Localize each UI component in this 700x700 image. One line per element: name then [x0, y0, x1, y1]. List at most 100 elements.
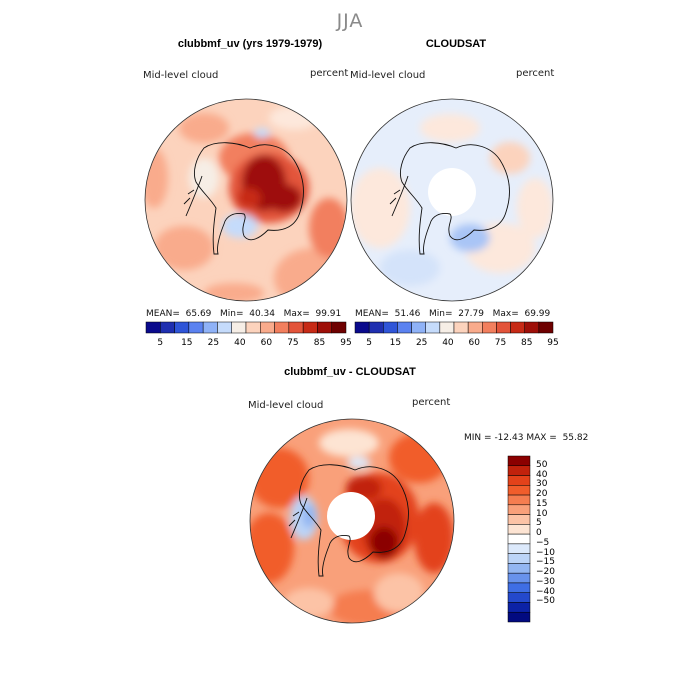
panel1-colorbar: [145, 321, 347, 334]
panel2-stats: MEAN= 51.46 Min= 27.79 Max= 69.99: [355, 309, 550, 319]
panel2-min-value: 27.79: [458, 309, 484, 319]
panel1-colorbar-tick-label: 85: [313, 338, 326, 348]
panel2-colorbar-tick-label: 15: [389, 338, 402, 348]
panel2-colorbar-swatch: [538, 321, 554, 334]
panel1-units-label: percent: [310, 68, 349, 79]
panel1-colorbar-swatch: [245, 321, 261, 334]
panel1-colorbar-tick-label: 60: [260, 338, 273, 348]
panel3-colorbar-swatch: [507, 572, 531, 584]
panel3-colorbar-swatch: [507, 592, 531, 603]
panel3-colorbar-swatch: [507, 485, 531, 496]
panel2-title: CLOUDSAT: [425, 38, 487, 50]
panel1-colorbar-swatch: [174, 321, 190, 334]
panel2-colorbar-swatch: [368, 321, 384, 334]
panel2-colorbar-swatch: [467, 321, 483, 334]
panel3-min-label: MIN =: [464, 433, 492, 443]
panel2-min-label: Min=: [428, 309, 453, 319]
panel3-variable-label: Mid-level cloud: [248, 400, 324, 411]
panel2-colorbar-swatch: [496, 321, 511, 334]
panel2-colorbar-tick-label: 75: [494, 338, 507, 348]
panel3-colorbar-tick-label: −40: [536, 586, 555, 597]
panel1-colorbar-tick-label: 95: [340, 338, 352, 348]
panel2-colorbar-swatch: [453, 321, 469, 334]
panel3-colorbar-tick-label: 5: [536, 518, 542, 529]
panel1-min-value: 40.34: [249, 309, 275, 319]
panel2-colorbar-swatch: [354, 321, 370, 334]
panel3-colorbar-swatch: [507, 582, 531, 593]
panel2-colorbar-swatch: [425, 321, 441, 334]
panel1-stats: MEAN= 65.69 Min= 40.34 Max= 99.91: [146, 309, 341, 319]
panel1-colorbar-swatch: [317, 321, 332, 334]
panel3-colorbar-swatch: [507, 553, 531, 564]
panel2-colorbar-swatch: [524, 321, 540, 334]
panel2-colorbar-tick-label: 95: [547, 338, 559, 348]
panel1-colorbar-swatch: [202, 321, 218, 334]
panel3-colorbar-tick-label: −50: [536, 596, 555, 607]
panel3-colorbar-swatch: [507, 602, 531, 613]
panel2-colorbar-tick-label: 85: [521, 338, 533, 348]
panel1-colorbar-tick-label: 40: [234, 338, 246, 348]
panel3-colorbar-swatch: [507, 533, 531, 545]
panel1-colorbar-tick-label: 15: [181, 338, 193, 348]
panel2-colorbar-swatch: [397, 321, 412, 334]
panel3-colorbar-swatch: [507, 611, 531, 623]
panel3-colorbar-tick-label: −10: [536, 547, 555, 558]
panel1-variable-label: Mid-level cloud: [143, 70, 219, 81]
panel3-max-value: 55.82: [562, 433, 589, 443]
panel3-colorbar-swatch: [507, 504, 531, 515]
panel3-colorbar-tick-label: −15: [536, 557, 555, 568]
panel2-colorbar-tick-label: 25: [415, 338, 428, 348]
panel1-max-label: Max=: [283, 309, 310, 319]
panel3-colorbar-tick-label: 15: [536, 498, 548, 509]
panel3-max-label: MAX =: [526, 433, 557, 443]
panel3-colorbar-swatch: [507, 455, 531, 467]
panel3-colorbar-tick-label: −5: [536, 537, 550, 548]
panel2-max-value: 69.99: [524, 309, 551, 319]
panel2-colorbar-swatch: [510, 321, 525, 334]
panel3-colorbar-tick-label: 20: [536, 489, 548, 500]
panel1-colorbar-swatch: [288, 321, 304, 334]
panel2-colorbar: [354, 321, 554, 334]
panel2-variable-label: Mid-level cloud: [350, 70, 426, 81]
panel2-max-label: Max=: [492, 309, 519, 319]
panel3-colorbar-tick-label: 50: [536, 459, 548, 470]
panel3-colorbar-swatch: [507, 465, 531, 476]
panel3-polar-map: [249, 418, 455, 624]
panel1-colorbar-tick-label: 75: [287, 338, 299, 348]
panel3-colorbar: [507, 455, 531, 623]
panel1-colorbar-swatch: [188, 321, 204, 334]
panel3-colorbar-tick-label: 0: [536, 528, 542, 539]
panel2-colorbar-swatch: [383, 321, 398, 334]
panel1-colorbar-swatch: [231, 321, 247, 334]
panel3-title: clubbmf_uv - CLOUDSAT: [284, 366, 416, 378]
panel1-mean-label: MEAN=: [146, 309, 180, 319]
panel1-colorbar-swatch: [274, 321, 290, 334]
panel1-mean-value: 65.69: [185, 309, 212, 319]
panel1-max-value: 99.91: [315, 309, 342, 319]
panel2-colorbar-tick-label: 5: [366, 338, 372, 348]
panel1-colorbar-swatch: [217, 321, 232, 334]
panel3-colorbar-tick-label: 10: [536, 508, 548, 519]
panel1-colorbar-swatch: [331, 321, 347, 334]
panel1-colorbar-ticks: 5 15 25 40 60 75 85 95: [146, 338, 351, 350]
panel3-colorbar-tick-label: −30: [536, 576, 555, 587]
panel3-colorbar-tick-label: 30: [536, 479, 548, 490]
panel1-polar-map: [144, 98, 348, 302]
panel1-colorbar-swatch: [260, 321, 275, 334]
panel1-colorbar-tick-label: 25: [207, 338, 220, 348]
panel3-colorbar-swatch: [507, 543, 531, 554]
panel2-mean-value: 51.46: [394, 309, 421, 319]
panel1-colorbar-swatch: [302, 321, 318, 334]
panel2-polar-map: [350, 98, 554, 302]
panel1-colorbar-swatch: [160, 321, 175, 334]
panel3-stats: MIN = -12.43 MAX = 55.82: [464, 433, 588, 443]
panel3-colorbar-ticks: 50 40 30 20 15 10 5 0 −5 −10 −15 −20 −30 −40 −50: [536, 456, 576, 622]
panel3-colorbar-tick-label: 40: [536, 469, 548, 480]
panel3-colorbar-swatch: [507, 475, 531, 486]
panel3-colorbar-swatch: [507, 494, 531, 506]
panel3-colorbar-swatch: [507, 514, 531, 525]
panel3-colorbar-swatch: [507, 563, 531, 574]
panel3-colorbar-tick-label: −20: [536, 567, 555, 578]
panel2-colorbar-tick-label: 60: [468, 338, 480, 348]
panel2-colorbar-tick-label: 40: [442, 338, 454, 348]
